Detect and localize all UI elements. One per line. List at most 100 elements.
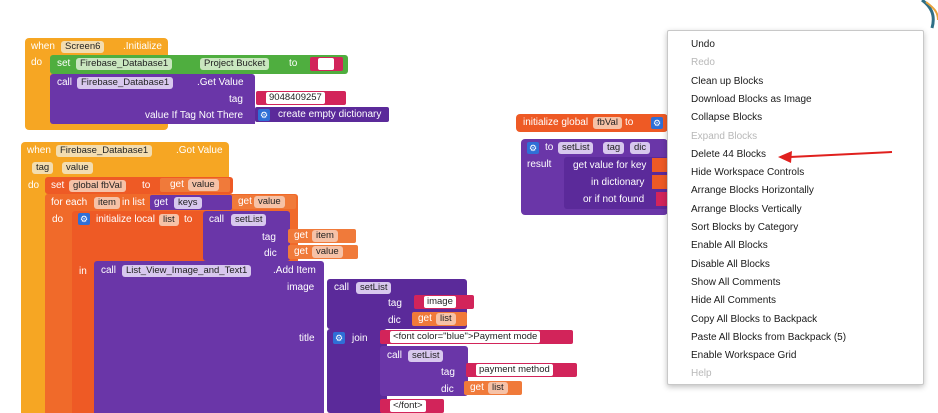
call-component-dropdown[interactable]: Firebase_Database1 — [77, 77, 174, 89]
setlist2-dic-label: dic — [388, 315, 401, 326]
menu-item-collapse[interactable]: Collapse Blocks — [691, 112, 763, 124]
event-param-tag[interactable]: tag — [32, 162, 54, 174]
tag-text-field[interactable]: 9048409257 — [266, 92, 325, 104]
get-label-3: get — [294, 246, 308, 257]
menu-item-clean-up[interactable]: Clean up Blocks — [691, 75, 764, 87]
dict-lookup-block[interactable] — [564, 157, 668, 209]
call-setlist3-label: call — [387, 350, 403, 361]
initialize-label: .Initialize — [123, 41, 162, 52]
in-dictionary-label: in dictionary — [591, 177, 645, 188]
get-list-block-2[interactable]: get list — [464, 381, 522, 395]
global-var-dropdown[interactable]: global fbVal — [69, 180, 126, 192]
get-value-block[interactable]: get value — [160, 178, 230, 192]
menu-item-copy-backpack[interactable]: Copy All Blocks to Backpack — [691, 313, 818, 325]
event-param-value[interactable]: value — [62, 162, 93, 174]
in-label: in — [79, 266, 87, 277]
setlist-dic-label: dic — [264, 248, 277, 259]
setlist-dropdown-3[interactable]: setList — [408, 350, 444, 362]
to-label: to — [289, 58, 298, 69]
set-property-dropdown[interactable]: Project Bucket — [200, 58, 270, 70]
menu-item-undo[interactable]: Undo — [691, 39, 715, 50]
result-label: result — [527, 159, 552, 170]
payment-text-block[interactable]: payment method — [466, 363, 577, 377]
initialize-global-block[interactable] — [516, 114, 668, 132]
event2-component-dropdown[interactable]: Firebase_Database1 — [56, 145, 153, 157]
get-list-block[interactable]: get list — [412, 312, 467, 326]
listview-dropdown[interactable]: List_View_Image_and_Text1 — [122, 265, 252, 277]
font-open-text-field[interactable]: <font color="blue">Payment mode — [390, 331, 541, 343]
empty-text-block[interactable] — [310, 57, 343, 71]
setlist3-tag-label: tag — [441, 367, 455, 378]
init-local-label: initialize local — [96, 214, 155, 225]
menu-item-paste-backpack[interactable]: Paste All Blocks from Backpack (5) — [691, 331, 847, 343]
list-dropdown[interactable]: list — [436, 313, 456, 325]
proc-param-dic[interactable]: dic — [630, 142, 651, 154]
get-value-method-label: .Get Value — [197, 77, 244, 88]
menu-item-hide-controls[interactable]: Hide Workspace Controls — [691, 167, 805, 179]
menu-item-disable-all[interactable]: Disable All Blocks — [691, 258, 770, 270]
init-global-to-label: to — [625, 117, 634, 128]
foreach-do-label: do — [52, 214, 64, 225]
gear-icon[interactable]: ⚙ — [651, 117, 663, 129]
menu-item-arrange-vertical[interactable]: Arrange Blocks Vertically — [691, 203, 802, 215]
menu-item-download-image[interactable]: Download Blocks as Image — [691, 93, 812, 105]
add-item-method-label: .Add Item — [273, 265, 316, 276]
font-close-text-field[interactable]: </font> — [390, 400, 426, 412]
keys-dropdown[interactable]: keys — [174, 196, 202, 209]
menu-item-enable-all[interactable]: Enable All Blocks — [691, 240, 768, 252]
set-label: set — [57, 58, 71, 69]
app-logo-icon — [921, 0, 938, 29]
foreach-item-field[interactable]: item — [94, 197, 120, 209]
local-name-field[interactable]: list — [159, 214, 179, 226]
setlist-dropdown-2[interactable]: setList — [356, 282, 392, 294]
item-dropdown[interactable]: item — [312, 230, 338, 242]
set-component-dropdown[interactable]: Firebase_Database1 — [76, 58, 173, 70]
setlist-dropdown[interactable]: setList — [231, 214, 267, 226]
empty-dict-label: create empty dictionary — [278, 108, 382, 120]
image-text-field[interactable]: image — [424, 296, 456, 308]
font-open-text-block[interactable]: <font color="blue">Payment mode — [380, 330, 573, 344]
menu-item-help: Help — [691, 368, 712, 380]
call-setlist2-label: call — [334, 282, 350, 293]
do2-label: do — [28, 180, 40, 191]
get-value-for-key-label: get value for key — [573, 160, 647, 171]
get-keys-block[interactable]: get keys — [150, 195, 232, 210]
got-value-label: .Got Value — [176, 145, 223, 156]
value-dropdown-3[interactable]: value — [312, 246, 343, 258]
menu-item-arrange-horizontal[interactable]: Arrange Blocks Horizontally — [691, 185, 814, 197]
image-socket-label: image — [287, 282, 315, 293]
add-item-call-block[interactable] — [94, 261, 324, 413]
menu-item-sort-category[interactable]: Sort Blocks by Category — [691, 222, 799, 233]
menu-item-workspace-grid[interactable]: Enable Workspace Grid — [691, 350, 797, 362]
gear-icon[interactable]: ⚙ — [527, 142, 539, 154]
gear-icon[interactable]: ⚙ — [333, 332, 345, 344]
global-name-field[interactable]: fbVal — [593, 117, 622, 129]
menu-item-delete-blocks[interactable]: Delete 44 Blocks — [691, 148, 767, 160]
menu-item-show-comments[interactable]: Show All Comments — [691, 276, 781, 288]
get-value-dropdown-2[interactable]: value — [254, 196, 285, 208]
get-keys-label: get — [154, 196, 168, 208]
create-empty-dictionary-block[interactable]: ⚙ create empty dictionary — [255, 107, 389, 122]
list-dropdown-2[interactable]: list — [488, 382, 508, 394]
screen-dropdown[interactable]: Screen6 — [61, 41, 105, 53]
proc-name-field[interactable]: setList — [558, 142, 594, 154]
empty-text-field[interactable] — [318, 58, 334, 70]
setlist2-tag-label: tag — [388, 298, 402, 309]
workspace-context-menu[interactable]: Undo Redo Clean up Blocks Download Block… — [667, 30, 924, 385]
get-value-dropdown[interactable]: value — [188, 179, 219, 191]
get-item-block[interactable]: get item — [288, 229, 356, 243]
do-label: do — [31, 57, 43, 68]
menu-item-hide-comments[interactable]: Hide All Comments — [691, 295, 777, 307]
get-value-block-3[interactable]: get value — [288, 245, 358, 259]
payment-text-field[interactable]: payment method — [476, 364, 553, 376]
gear-icon[interactable]: ⚙ — [78, 213, 90, 225]
get-value-block-2[interactable]: get value — [232, 195, 296, 209]
font-close-text-block[interactable]: </font> — [380, 399, 444, 413]
image-text-block[interactable]: image — [414, 295, 474, 309]
setlist-tag-label: tag — [262, 232, 276, 243]
proc-param-tag[interactable]: tag — [603, 142, 625, 154]
gear-icon[interactable]: ⚙ — [258, 108, 270, 121]
tag-text-block[interactable]: 9048409257 — [256, 91, 346, 105]
menu-item-redo: Redo — [691, 57, 715, 69]
